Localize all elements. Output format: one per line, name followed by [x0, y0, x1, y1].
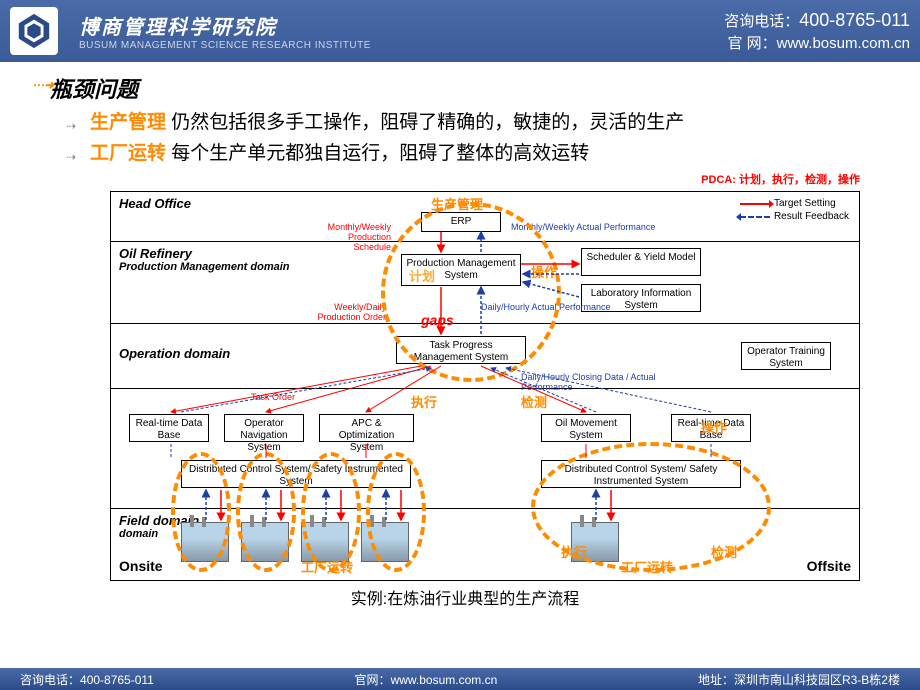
slide-title: ⋯➜ 瓶颈问题	[50, 72, 900, 104]
label-check2: 检测	[711, 542, 737, 561]
label-operate2: 操作	[701, 417, 727, 436]
bullet-item: ⇢ 生产管理 仍然包括很多手工操作，阻碍了精确的，敏捷的，灵活的生产	[90, 110, 900, 137]
arrow-icon: ⋯➜	[32, 78, 54, 92]
content-area: ⋯➜ 瓶颈问题 ⇢ 生产管理 仍然包括很多手工操作，阻碍了精确的，敏捷的，灵活的…	[0, 62, 920, 609]
plant-photo-icon	[181, 522, 229, 562]
feedback-arrow-icon	[740, 216, 770, 218]
pdca-label: PDCA: 计划，执行，检测，操作	[30, 171, 860, 187]
box-dcs1: Distributed Control System/ Safety Instr…	[181, 460, 411, 488]
label-check: 检测	[521, 392, 547, 411]
row-systems	[111, 389, 859, 509]
box-rtdb1: Real-time Data Base	[129, 414, 209, 442]
footer-addr: 地址：深圳市南山科技园区R3-B栋2楼	[698, 671, 900, 688]
legend: Target Setting Result Feedback	[740, 198, 849, 224]
target-arrow-icon	[740, 203, 770, 205]
box-scheduler: Scheduler & Yield Model	[581, 248, 701, 276]
logo	[10, 7, 64, 55]
plant-photo-icon	[361, 522, 409, 562]
label-daily-actual: Daily/Hourly Actual Performance	[481, 302, 611, 312]
footer-bar: 咨询电话：400-8765-011 官网：www.bosum.com.cn 地址…	[0, 668, 920, 690]
label-weekly-order: Weekly/Daily Production Order	[306, 302, 386, 322]
label-operate: 操作	[531, 262, 557, 281]
box-ons: Operator Navigation System	[224, 414, 304, 442]
footer-phone: 咨询电话：400-8765-011	[20, 671, 154, 688]
label-daily-closing: Daily/Hourly Closing Data / Actual Perfo…	[521, 372, 671, 392]
institute-en: BUSUM MANAGEMENT SCIENCE RESEARCH INSTIT…	[79, 40, 724, 51]
contact-info: 咨询电话：400-8765-011 官 网：www.bosum.com.cn	[724, 8, 910, 54]
bullet-list: ⇢ 生产管理 仍然包括很多手工操作，阻碍了精确的，敏捷的，灵活的生产 ⇢ 工厂运…	[90, 110, 900, 167]
label-monthly-schedule: Monthly/Weekly Production Schedule	[311, 222, 391, 252]
label-plan: 计划	[409, 266, 435, 285]
label-prod-mgmt: 生产管理	[431, 194, 483, 213]
onsite-label: Onsite	[119, 558, 163, 574]
bosum-logo-icon	[10, 7, 58, 55]
bullet-item: ⇢ 工厂运转 每个生产单元都独自运行，阻碍了整体的高效运转	[90, 141, 900, 168]
label-monthly-actual: Monthly/Weekly Actual Performance	[511, 222, 655, 232]
arrow-icon: ⇢	[66, 118, 76, 135]
arrow-icon: ⇢	[66, 149, 76, 166]
box-ots: Operator Training System	[741, 342, 831, 370]
offsite-label: Offsite	[807, 558, 851, 574]
label-factory1: 工厂运转	[301, 557, 353, 576]
box-dcs2: Distributed Control System/ Safety Instr…	[541, 460, 741, 488]
flowchart-diagram: Head Office Target Setting Result Feedba…	[110, 191, 860, 581]
plant-photo-icon	[301, 522, 349, 562]
institute-name: 博商管理科学研究院 BUSUM MANAGEMENT SCIENCE RESEA…	[79, 11, 724, 51]
header-bar: 博商管理科学研究院 BUSUM MANAGEMENT SCIENCE RESEA…	[0, 0, 920, 62]
box-tpms: Task Progress Management System	[396, 336, 526, 364]
plant-photo-icon	[241, 522, 289, 562]
diagram-caption: 实例:在炼油行业典型的生产流程	[30, 585, 900, 609]
label-factory2: 工厂运转	[621, 557, 673, 576]
label-execute: 执行	[411, 392, 437, 411]
box-erp: ERP	[421, 212, 501, 232]
box-apc: APC & Optimization System	[319, 414, 414, 442]
institute-cn: 博商管理科学研究院	[79, 11, 724, 40]
footer-web: 官网：www.bosum.com.cn	[355, 671, 498, 688]
label-gaps: gaps	[421, 312, 454, 328]
label-execute2: 执行	[561, 542, 587, 561]
box-oms: Oil Movement System	[541, 414, 631, 442]
label-task-order: Task Order	[251, 392, 295, 402]
